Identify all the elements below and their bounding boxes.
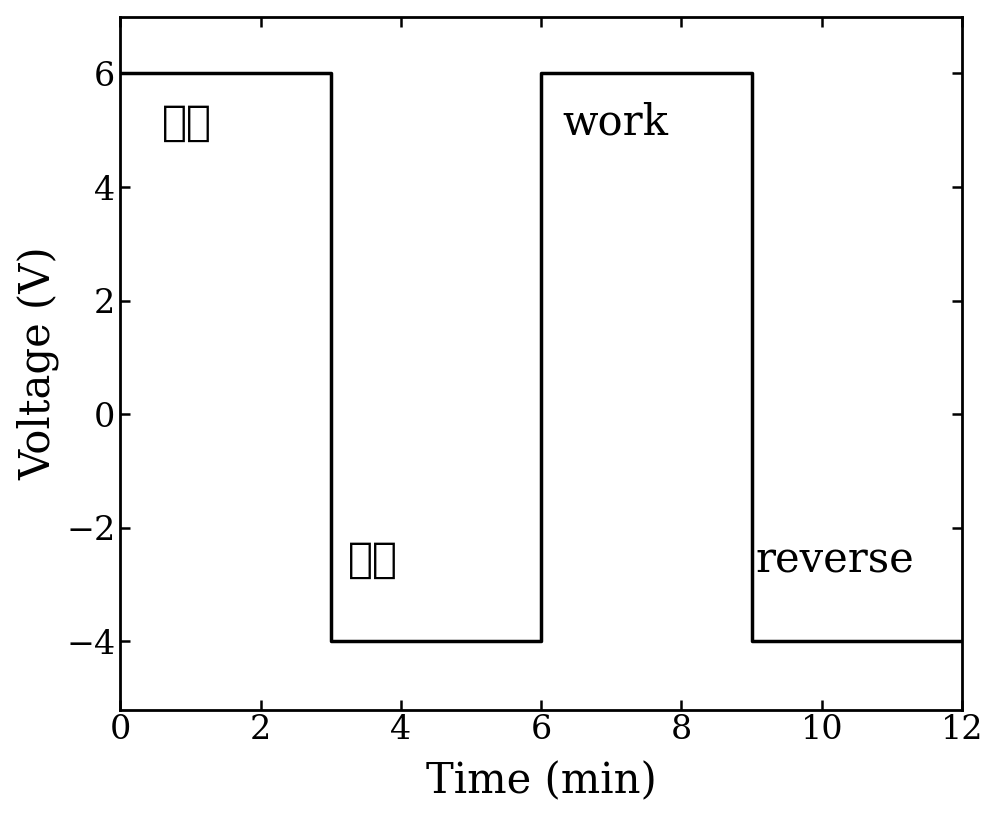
Y-axis label: Voltage (V): Voltage (V): [17, 247, 59, 480]
Text: 反向: 反向: [348, 539, 398, 581]
Text: reverse: reverse: [755, 539, 914, 581]
X-axis label: Time (min): Time (min): [426, 760, 657, 803]
Text: 正向: 正向: [162, 102, 212, 144]
Text: work: work: [562, 102, 668, 144]
